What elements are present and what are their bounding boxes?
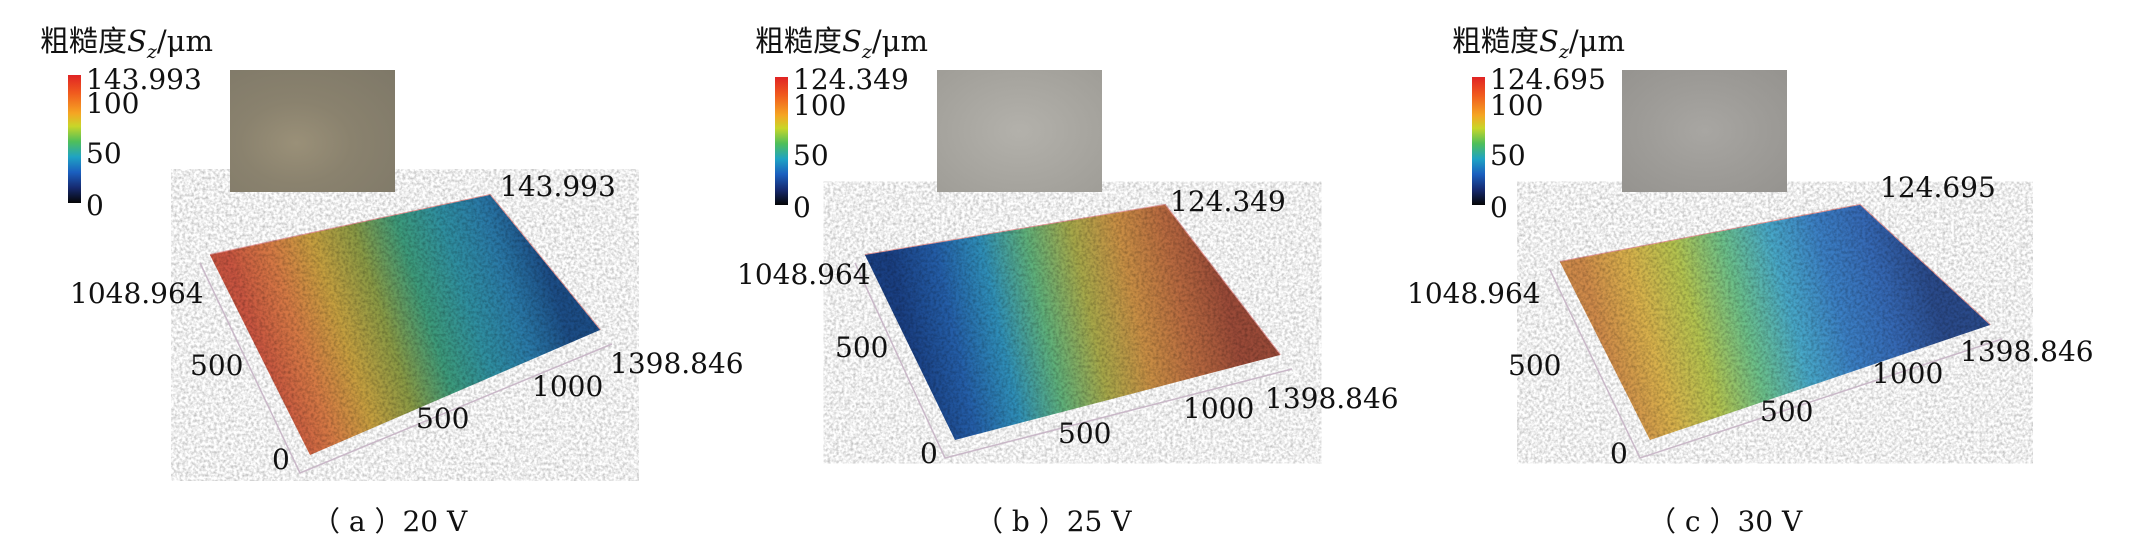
caption-b: （ b ）25 V: [975, 505, 1132, 538]
z-max-label-c: 124.695: [1880, 171, 1996, 204]
colorbar-tick-50-b: 50: [793, 139, 829, 172]
x-tick-500-a: 500: [416, 402, 470, 435]
surface-photo-c: [1622, 70, 1787, 192]
legend-title-c: 粗糙度Sz/μm: [1452, 18, 1625, 63]
legend-subscript: z: [861, 40, 872, 63]
surface-texture: [865, 205, 1280, 440]
legend-symbol: S: [842, 24, 862, 58]
x-tick-500-b: 500: [1058, 417, 1112, 450]
legend-unit: /μm: [1568, 24, 1626, 58]
z-max-label-b: 124.349: [1170, 185, 1286, 218]
y-tick-500-b: 500: [835, 331, 889, 364]
colorbar-max-c: 124.695: [1490, 63, 1606, 96]
y-max-label-b: 1048.964: [737, 258, 871, 291]
legend-subscript: z: [1558, 40, 1569, 63]
colorbar-tick-0-c: 0: [1490, 191, 1508, 224]
panel-c: 粗糙度Sz/μm 124.695 100 50 0 124.695 1048.9…: [1400, 0, 2100, 543]
x-max-label-b: 1398.846: [1265, 382, 1399, 415]
colorbar-c: [1472, 77, 1485, 205]
legend-symbol: S: [1539, 24, 1559, 58]
colorbar-tick-100-b: 100: [793, 89, 847, 122]
y-tick-500-a: 500: [190, 349, 244, 382]
y-max-label-c: 1048.964: [1407, 277, 1541, 310]
origin-label-a: 0: [272, 443, 290, 476]
colorbar-b: [775, 77, 788, 205]
legend-title-text: 粗糙度: [1452, 24, 1540, 58]
legend-title-b: 粗糙度Sz/μm: [755, 18, 928, 63]
panel-b: 粗糙度Sz/μm 124.349 100 50 0 124.349 1048.9…: [705, 0, 1405, 543]
z-max-label-a: 143.993: [500, 170, 616, 203]
colorbar-max-a: 143.993: [86, 63, 202, 96]
colorbar-tick-100-a: 100: [86, 87, 140, 120]
x-tick-1000-c: 1000: [1872, 357, 1944, 390]
y-max-label-a: 1048.964: [70, 277, 204, 310]
surface-texture: [1560, 205, 1990, 440]
caption-c: （ c ）30 V: [1648, 505, 1803, 538]
colorbar-tick-50-c: 50: [1490, 139, 1526, 172]
colorbar-max-b: 124.349: [793, 63, 909, 96]
surface-photo-a: [230, 70, 395, 192]
x-tick-1000-b: 1000: [1183, 392, 1255, 425]
colorbar-a: [68, 75, 81, 203]
legend-title-text: 粗糙度: [40, 24, 128, 58]
legend-subscript: z: [146, 40, 157, 63]
legend-title-a: 粗糙度Sz/μm: [40, 18, 213, 63]
y-tick-500-c: 500: [1508, 349, 1562, 382]
legend-symbol: S: [127, 24, 147, 58]
x-tick-500-c: 500: [1760, 395, 1814, 428]
colorbar-tick-0-a: 0: [86, 189, 104, 222]
front-axis-lines: [854, 262, 1293, 459]
x-max-label-a: 1398.846: [610, 347, 744, 380]
colorbar-tick-100-c: 100: [1490, 89, 1544, 122]
x-max-label-c: 1398.846: [1960, 335, 2094, 368]
colorbar-tick-50-a: 50: [86, 137, 122, 170]
surface-plot-a: [199, 193, 613, 474]
surface-photo-b: [937, 70, 1102, 192]
legend-title-text: 粗糙度: [755, 24, 843, 58]
legend-unit: /μm: [871, 24, 929, 58]
surface-texture: [210, 195, 600, 455]
caption-a: （ a ）20 V: [312, 505, 468, 538]
front-axis-lines: [1549, 269, 2003, 459]
legend-unit: /μm: [156, 24, 214, 58]
panel-a: 粗糙度Sz/μm 143.993 100 50 0 143.993 1048.9…: [0, 0, 744, 543]
surface-plot-b: [854, 203, 1293, 459]
origin-label-b: 0: [920, 437, 938, 470]
surface-plot-c: [1549, 203, 2003, 459]
front-axis-lines: [199, 262, 613, 474]
x-tick-1000-a: 1000: [532, 370, 604, 403]
origin-label-c: 0: [1610, 437, 1628, 470]
colorbar-tick-0-b: 0: [793, 191, 811, 224]
